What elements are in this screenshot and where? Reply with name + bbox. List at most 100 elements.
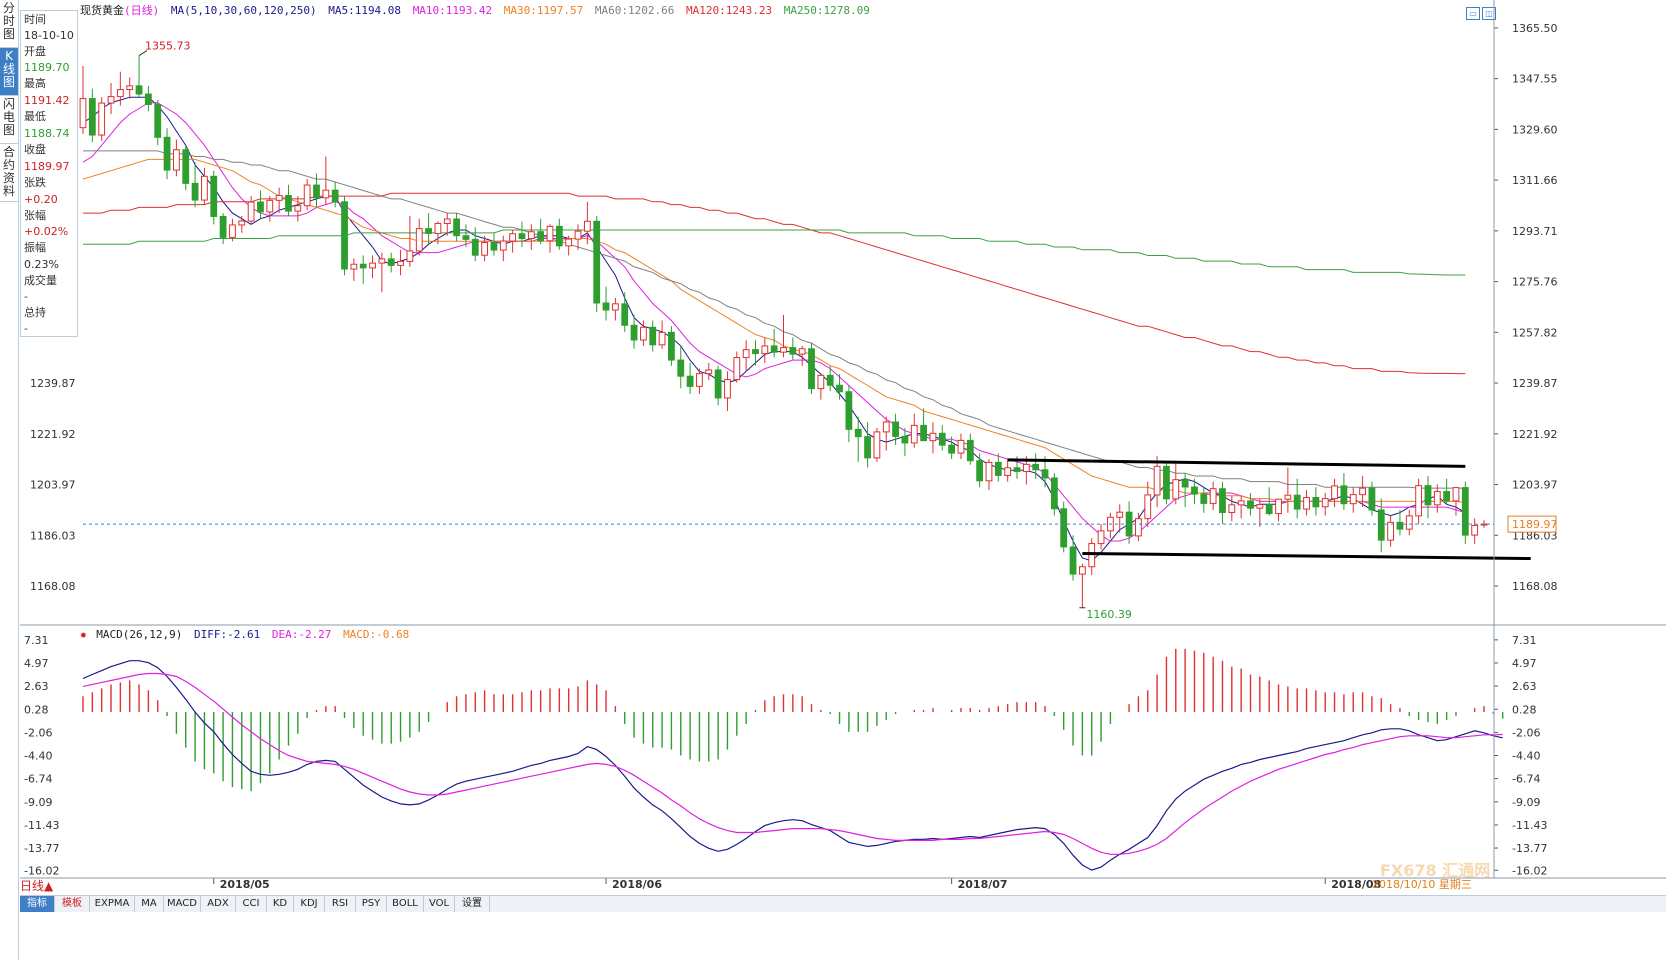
candle-down: [602, 302, 610, 311]
macd-header: ✹ MACD(26,12,9) DIFF:-2.61 DEA:-2.27 MAC…: [80, 628, 414, 641]
candle-down: [555, 225, 563, 247]
candle-up: [201, 175, 208, 201]
close-value: 1189.97: [24, 160, 70, 173]
period-label[interactable]: (日线): [124, 4, 160, 17]
candle-down: [1424, 485, 1432, 506]
maximize-icon[interactable]: ◫: [1482, 7, 1496, 20]
candle-up: [303, 184, 311, 207]
price-tick-label: 1257.82: [1512, 326, 1558, 339]
candle-up: [1433, 491, 1441, 506]
candle-up: [1275, 498, 1282, 515]
candle-up: [1359, 487, 1366, 496]
tab-boll[interactable]: BOLL: [387, 896, 424, 912]
candle-up: [126, 85, 134, 91]
kline-chart[interactable]: 1365.50 1347.55 1329.60 1311.66 1293.71 1275.…: [0, 0, 1666, 895]
volume-label: 成交量: [24, 274, 57, 287]
high-value: 1191.42: [24, 94, 70, 107]
price-tick-label-left: 1221.92: [30, 428, 76, 441]
volume-value: -: [24, 290, 28, 303]
macd-tick-label-left: -2.06: [24, 726, 52, 739]
candle-up: [1097, 530, 1105, 545]
candle-down: [686, 375, 694, 387]
current-price-box: [1507, 515, 1557, 533]
pct-label: 张幅: [24, 209, 46, 222]
candle-up: [1321, 498, 1329, 508]
macd-tick-label-left: 7.31: [24, 634, 49, 647]
candle-up: [266, 199, 274, 213]
macd-settings-icon[interactable]: ✹: [80, 628, 87, 641]
open-label: 开盘: [24, 45, 46, 58]
candle-down: [994, 461, 1002, 476]
candle-down: [490, 241, 498, 251]
tab-time-sharing[interactable]: 分时图: [0, 0, 18, 48]
ma250-value: MA250:1278.09: [783, 4, 870, 17]
macd-value: MACD:-0.68: [343, 628, 410, 641]
candle-up: [499, 240, 507, 251]
tab-psy[interactable]: PSY: [356, 896, 387, 912]
candle-down: [359, 263, 367, 269]
macd-tick-label: -11.43: [1512, 819, 1547, 832]
candle-up: [1088, 543, 1096, 568]
macd-tick-label-left: -16.02: [24, 864, 59, 877]
candle-up: [1415, 485, 1423, 517]
candle-down: [1060, 508, 1068, 548]
candle-down: [210, 175, 218, 217]
restore-icon[interactable]: ▭: [1466, 7, 1480, 20]
candle-down: [1265, 504, 1273, 515]
candle-down: [938, 432, 946, 446]
tab-kdj[interactable]: KDJ: [294, 896, 325, 912]
candle-up: [882, 421, 890, 433]
candle-down: [1247, 500, 1254, 509]
candle-down: [621, 303, 629, 326]
tab-settings[interactable]: 设置: [455, 896, 490, 912]
change-value: +0.20: [24, 193, 58, 206]
open-interest-value: -: [24, 322, 28, 335]
tab-macd[interactable]: MACD: [164, 896, 201, 912]
candle-down: [966, 439, 974, 462]
macd-tick-label-left: -9.09: [24, 796, 52, 809]
candle-down: [864, 436, 871, 459]
tab-flash[interactable]: 闪电图: [0, 96, 18, 144]
high-label: 1355.73: [145, 40, 191, 53]
candle-up: [910, 424, 918, 444]
macd-tick-label-left: -13.77: [24, 842, 59, 855]
candle-up: [238, 220, 246, 226]
high-marker: [138, 50, 148, 56]
tab-indicators[interactable]: 指标: [20, 896, 55, 912]
macd-tick-label-left: 4.97: [24, 657, 49, 670]
macd-diff-line: [82, 660, 1503, 871]
period-selector[interactable]: 日线▲: [20, 879, 54, 893]
candle-up: [229, 224, 236, 238]
candle-up: [322, 189, 330, 199]
tab-ma[interactable]: MA: [135, 896, 164, 912]
tab-rsi[interactable]: RSI: [325, 896, 356, 912]
macd-tick-label: 7.31: [1512, 634, 1537, 647]
ma-line-ma10: [82, 102, 1466, 542]
tab-vol[interactable]: VOL: [424, 896, 455, 912]
low-label: 最低: [24, 110, 46, 123]
candle-down: [1461, 487, 1469, 536]
tab-kd[interactable]: KD: [267, 896, 294, 912]
candle-up: [1022, 463, 1030, 472]
macd-diff: DIFF:-2.61: [193, 628, 261, 641]
tab-adx[interactable]: ADX: [201, 896, 236, 912]
candle-up: [733, 357, 741, 381]
macd-tick-label: -9.09: [1512, 796, 1540, 809]
tab-cci[interactable]: CCI: [236, 896, 267, 912]
low-label: 1160.39: [1086, 608, 1132, 621]
candle-down: [901, 435, 909, 444]
tab-templates[interactable]: 模板: [55, 896, 90, 912]
candle-down: [135, 85, 143, 95]
tab-kline[interactable]: K线图: [0, 48, 18, 96]
candle-down: [1013, 467, 1021, 472]
candle-down: [1181, 479, 1189, 488]
candle-down: [471, 238, 479, 256]
tab-contract-info[interactable]: 合约资料: [0, 144, 18, 202]
price-tick-label-left: 1168.08: [30, 580, 76, 593]
candle-down: [976, 460, 984, 482]
candle-up: [1349, 494, 1357, 505]
candle-down: [1032, 463, 1040, 471]
macd-tick-label: 2.63: [1512, 680, 1537, 693]
candle-down: [144, 93, 152, 106]
tab-expma[interactable]: EXPMA: [90, 896, 135, 912]
